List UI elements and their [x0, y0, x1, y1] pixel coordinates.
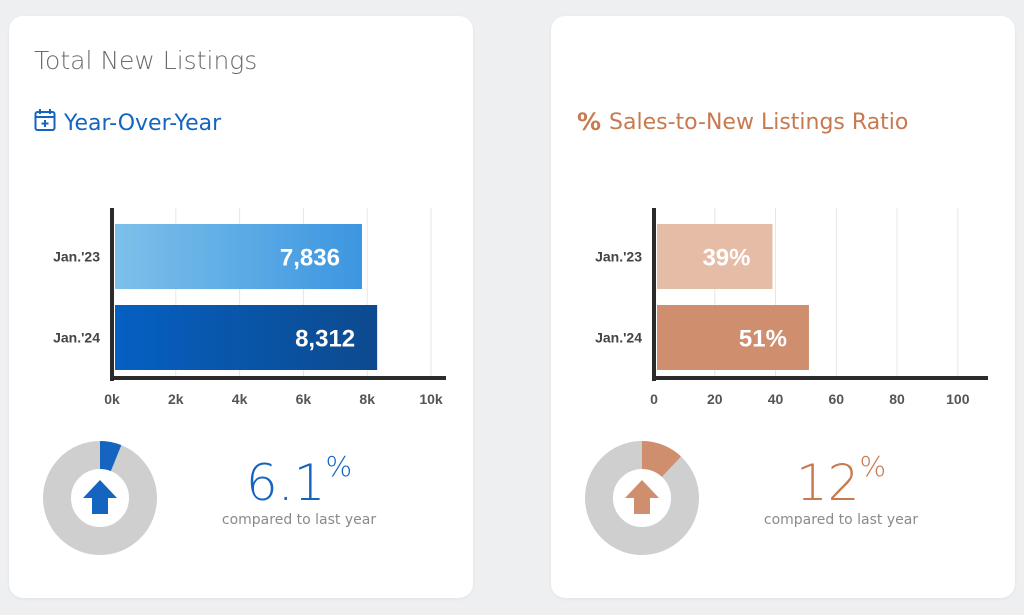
arrow-up-icon	[83, 480, 117, 514]
change-donut	[585, 441, 699, 555]
change-caption: compared to last year	[763, 512, 919, 528]
tick-label: 100	[946, 391, 970, 407]
change-number: 6.1	[245, 454, 326, 512]
change-caption: compared to last year	[221, 512, 377, 528]
change-stat: 12% compared to last year	[741, 436, 941, 528]
tick-label: 10k	[419, 391, 443, 407]
section-title-text: Year-Over-Year	[64, 110, 222, 136]
arrow-up-icon	[625, 480, 659, 514]
change-unit: %	[859, 450, 887, 483]
card-title: Total New Listings	[34, 46, 258, 75]
bar	[115, 305, 378, 370]
change-stat: 6.1% compared to last year	[199, 436, 399, 528]
change-value: 6.1%	[199, 436, 399, 514]
section-title-text: Sales-to-New Listings Ratio	[609, 109, 909, 135]
sales-ratio-bar-chart: 39% Jan.'23 51% Jan.'24 0 20 40 60 80 100	[595, 208, 988, 407]
category-label: Jan.'24	[53, 330, 100, 346]
donut-segment	[641, 441, 682, 478]
bar	[657, 305, 809, 370]
tick-label: 20	[707, 391, 723, 407]
tick-label: 8k	[359, 391, 375, 407]
change-unit: %	[325, 450, 353, 483]
tick-label: 4k	[232, 391, 248, 407]
section-title: % Sales-to-New Listings Ratio	[577, 108, 908, 136]
tick-label: 2k	[168, 391, 184, 407]
total-new-listings-card: Total New Listings Year-Over-Year 7,836 J…	[9, 16, 473, 598]
tick-label: 40	[768, 391, 784, 407]
change-value: 12%	[741, 436, 941, 514]
category-label: Jan.'23	[595, 249, 642, 265]
sales-ratio-card: % Sales-to-New Listings Ratio 39% Jan.'23…	[551, 16, 1015, 598]
tick-label: 60	[828, 391, 844, 407]
bar	[657, 224, 773, 289]
change-donut	[43, 441, 157, 555]
bar-value-label: 51%	[739, 326, 787, 353]
bar	[115, 224, 362, 289]
donut-segment	[99, 441, 122, 472]
percent-icon: %	[577, 108, 602, 136]
category-label: Jan.'24	[595, 330, 642, 346]
tick-label: 6k	[296, 391, 312, 407]
change-number: 12	[795, 454, 860, 512]
new-listings-bar-chart: 7,836 Jan.'23 8,312 Jan.'24 0k 2k 4k 6k 8k 10k	[53, 208, 446, 407]
bar-value-label: 7,836	[280, 245, 340, 272]
bar-value-label: 8,312	[295, 326, 355, 353]
section-title: Year-Over-Year	[34, 108, 221, 138]
tick-label: 0k	[104, 391, 120, 407]
tick-label: 80	[889, 391, 905, 407]
tick-label: 0	[650, 391, 658, 407]
category-label: Jan.'23	[53, 249, 100, 265]
calendar-plus-icon	[34, 108, 56, 138]
bar-value-label: 39%	[702, 245, 750, 272]
